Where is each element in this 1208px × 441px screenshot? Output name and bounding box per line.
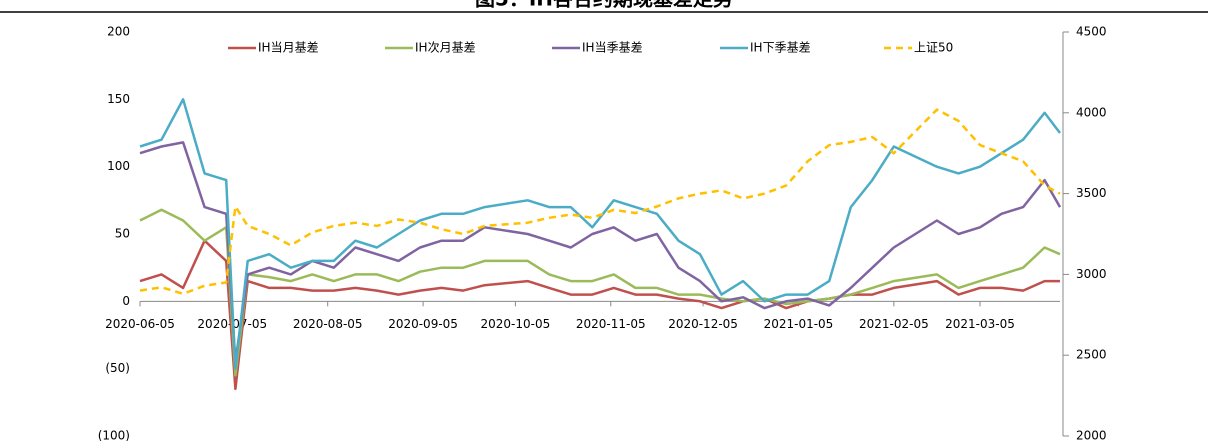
- x-tick-label: 2021-02-05: [859, 317, 929, 331]
- legend-label: IH当季基差: [582, 41, 643, 55]
- y-tick-label: (100): [98, 429, 130, 441]
- y-tick-label: 200: [107, 25, 130, 39]
- x-tick-label: 2020-06-05: [105, 317, 175, 331]
- series-line: [139, 141, 1062, 364]
- legend-label: IH次月基差: [415, 41, 476, 55]
- x-tick-label: 2020-11-05: [576, 317, 646, 331]
- y-tick-label: 150: [107, 92, 130, 106]
- y-tick-label: (50): [105, 361, 130, 375]
- y-tick-label: 0: [122, 294, 130, 308]
- y2-tick-label: 4500: [1076, 25, 1107, 39]
- y2-tick-label: 3000: [1076, 267, 1107, 281]
- y2-tick-label: 2500: [1076, 348, 1107, 362]
- y2-tick-label: 2000: [1076, 429, 1107, 441]
- y-tick-label: 100: [107, 159, 130, 173]
- x-tick-label: 2020-09-05: [388, 317, 458, 331]
- x-tick-label: 2020-08-05: [293, 317, 363, 331]
- series-line: [139, 208, 1061, 377]
- chart-title: 图5：IH各合约期现基差走势: [475, 0, 733, 11]
- x-tick-label: 2020-10-05: [481, 317, 551, 331]
- y2-tick-label: 4000: [1076, 105, 1107, 119]
- series-line: [139, 108, 1061, 296]
- legend-label: 上证50: [914, 41, 953, 55]
- y2-tick-label: 3500: [1076, 186, 1107, 200]
- legend-label: IH下季基差: [750, 41, 811, 55]
- series-line: [139, 239, 1060, 391]
- x-tick-label: 2020-12-05: [668, 317, 738, 331]
- legend-label: IH当月基差: [258, 41, 319, 55]
- y-tick-label: 50: [115, 227, 130, 241]
- x-tick-label: 2021-03-05: [945, 317, 1015, 331]
- series-line: [139, 98, 1061, 370]
- x-tick-label: 2021-01-05: [764, 317, 834, 331]
